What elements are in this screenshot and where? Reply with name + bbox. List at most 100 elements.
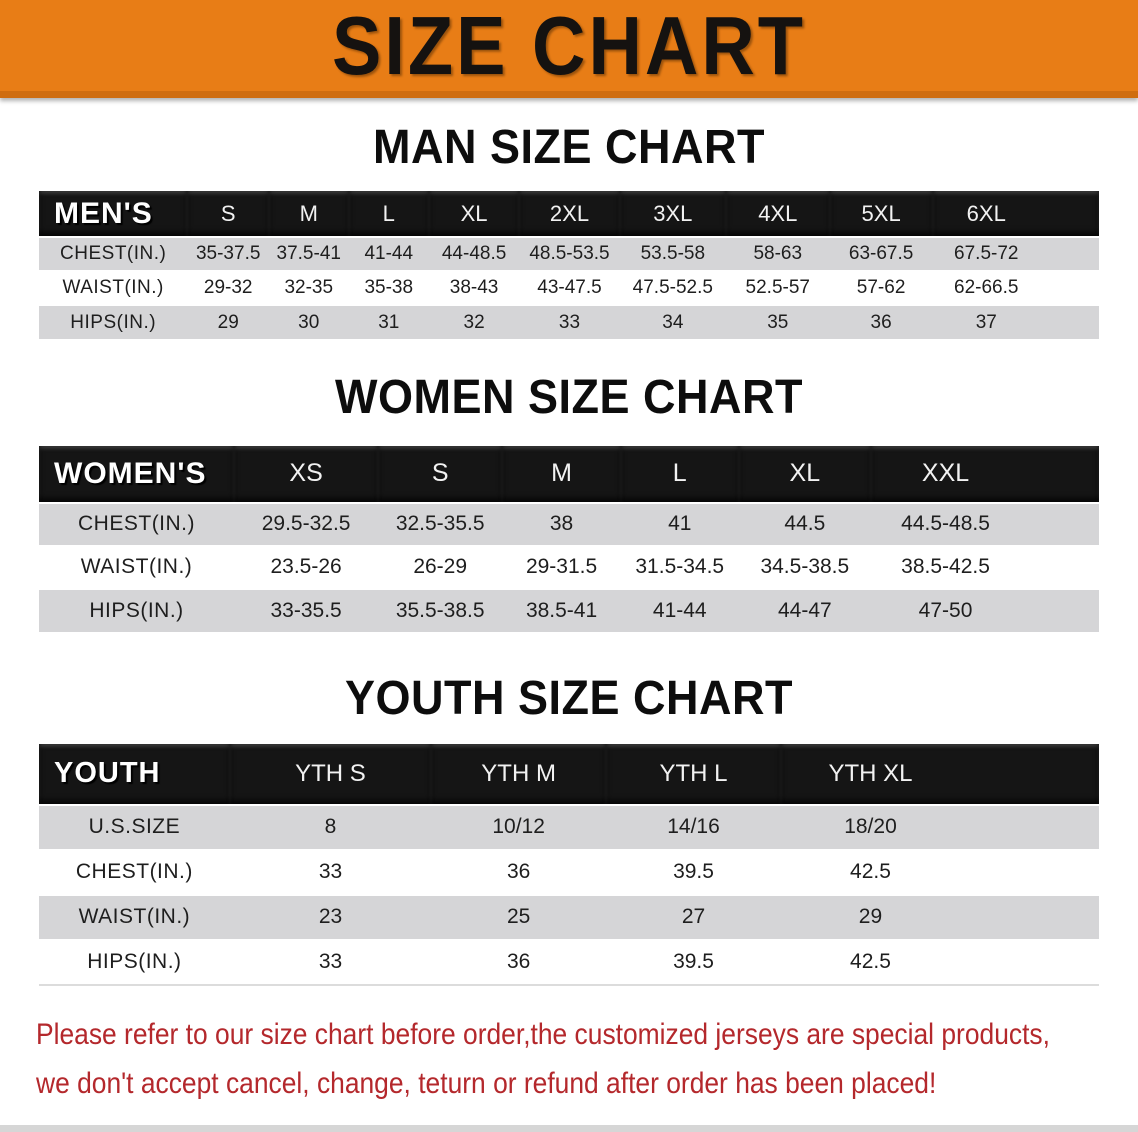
youth-waist-row: WAIST(IN.) 23 25 27 29 bbox=[39, 894, 1099, 940]
men-waist-value: 38-43 bbox=[429, 271, 520, 306]
banner-title: SIZE CHART bbox=[332, 0, 806, 92]
men-hips-value: 36 bbox=[829, 305, 933, 340]
men-size-header: 5XL bbox=[829, 191, 933, 238]
youth-hips-value: 36 bbox=[431, 939, 607, 985]
men-waist-value: 47.5-52.5 bbox=[619, 271, 726, 306]
women-waist-value: 31.5-34.5 bbox=[620, 545, 739, 589]
men-waist-value: 29-32 bbox=[187, 271, 269, 306]
men-hips-value: 35 bbox=[725, 305, 830, 340]
men-size-header: 4XL bbox=[725, 191, 830, 238]
women-size-header: XL bbox=[738, 445, 872, 503]
men-size-header: L bbox=[348, 191, 430, 238]
youth-waist-value: 29 bbox=[780, 894, 1099, 940]
youth-size-table: YOUTH YTH S YTH M YTH L YTH XL U.S.SIZE … bbox=[39, 743, 1099, 986]
row-label: HIPS(IN.) bbox=[39, 939, 230, 985]
men-chest-value: 58-63 bbox=[725, 237, 830, 272]
women-waist-value: 34.5-38.5 bbox=[738, 545, 872, 589]
women-chest-value: 44.5 bbox=[738, 502, 872, 546]
youth-chest-row: CHEST(IN.) 33 36 39.5 42.5 bbox=[39, 849, 1099, 895]
youth-section-heading: YOUTH SIZE CHART bbox=[0, 669, 1138, 725]
men-waist-value: 62-66.5 bbox=[932, 271, 1099, 306]
size-chart-banner: SIZE CHART bbox=[0, 0, 1138, 98]
youth-chest-value: 36 bbox=[431, 849, 607, 895]
women-waist-value: 38.5-42.5 bbox=[871, 545, 1099, 589]
men-waist-value: 52.5-57 bbox=[725, 271, 830, 306]
women-section-heading: WOMEN SIZE CHART bbox=[0, 371, 1138, 422]
men-chest-value: 37.5-41 bbox=[269, 237, 349, 272]
women-chest-value: 44.5-48.5 bbox=[871, 502, 1099, 546]
men-header-row: MEN'S S M L XL 2XL 3XL 4XL 5XL 6XL bbox=[39, 191, 1099, 238]
women-hips-value: 33-35.5 bbox=[234, 588, 379, 632]
women-chest-value: 41 bbox=[620, 502, 739, 546]
youth-table-label: YOUTH bbox=[39, 743, 230, 805]
men-waist-value: 43-47.5 bbox=[519, 271, 620, 306]
youth-chest-value: 42.5 bbox=[780, 849, 1099, 895]
row-label: HIPS(IN.) bbox=[39, 305, 188, 340]
men-hips-value: 31 bbox=[348, 305, 430, 340]
youth-ussize-value: 14/16 bbox=[606, 804, 781, 850]
women-size-header: XS bbox=[234, 445, 379, 503]
men-waist-row: WAIST(IN.) 29-32 32-35 35-38 38-43 43-47… bbox=[39, 271, 1099, 306]
women-hips-value: 41-44 bbox=[620, 588, 739, 632]
women-chest-value: 32.5-35.5 bbox=[378, 502, 503, 546]
women-size-header: XXL bbox=[871, 445, 1099, 503]
women-hips-value: 47-50 bbox=[871, 588, 1099, 632]
row-label: WAIST(IN.) bbox=[39, 271, 188, 306]
women-hips-row: HIPS(IN.) 33-35.5 35.5-38.5 38.5-41 41-4… bbox=[39, 588, 1099, 632]
disclaimer-line-1: Please refer to our size chart before or… bbox=[36, 1017, 1050, 1051]
women-size-header: M bbox=[502, 445, 621, 503]
men-hips-value: 32 bbox=[429, 305, 520, 340]
youth-ussize-row: U.S.SIZE 8 10/12 14/16 18/20 bbox=[39, 804, 1099, 850]
women-size-table: WOMEN'S XS S M L XL XXL CHEST(IN.) 29.5-… bbox=[39, 445, 1099, 632]
women-hips-value: 44-47 bbox=[738, 588, 872, 632]
row-label: WAIST(IN.) bbox=[39, 894, 230, 940]
men-size-header: 3XL bbox=[619, 191, 726, 238]
youth-size-header: YTH S bbox=[229, 743, 432, 805]
men-chest-value: 53.5-58 bbox=[619, 237, 726, 272]
women-chest-value: 38 bbox=[502, 502, 621, 546]
men-hips-value: 34 bbox=[619, 305, 726, 340]
youth-hips-value: 42.5 bbox=[780, 939, 1099, 985]
men-chest-value: 67.5-72 bbox=[932, 237, 1099, 272]
men-chest-value: 41-44 bbox=[348, 237, 430, 272]
youth-size-header: YTH M bbox=[431, 743, 607, 805]
youth-waist-value: 25 bbox=[431, 894, 607, 940]
row-label: CHEST(IN.) bbox=[39, 237, 188, 272]
youth-waist-value: 27 bbox=[606, 894, 781, 940]
women-waist-value: 23.5-26 bbox=[234, 545, 379, 589]
row-label: WAIST(IN.) bbox=[39, 545, 235, 589]
men-waist-value: 35-38 bbox=[348, 271, 430, 306]
men-size-header: XL bbox=[429, 191, 520, 238]
men-size-header: 6XL bbox=[932, 191, 1099, 238]
women-chest-row: CHEST(IN.) 29.5-32.5 32.5-35.5 38 41 44.… bbox=[39, 502, 1099, 546]
men-chest-value: 63-67.5 bbox=[829, 237, 933, 272]
men-chest-value: 35-37.5 bbox=[187, 237, 269, 272]
youth-hips-value: 33 bbox=[229, 939, 432, 985]
men-size-table: MEN'S S M L XL 2XL 3XL 4XL 5XL 6XL CHEST… bbox=[39, 191, 1099, 340]
men-hips-value: 29 bbox=[187, 305, 269, 340]
women-waist-value: 29-31.5 bbox=[502, 545, 621, 589]
men-hips-row: HIPS(IN.) 29 30 31 32 33 34 35 36 37 bbox=[39, 305, 1099, 340]
row-label: CHEST(IN.) bbox=[39, 502, 235, 546]
youth-waist-value: 23 bbox=[229, 894, 432, 940]
youth-header-row: YOUTH YTH S YTH M YTH L YTH XL bbox=[39, 743, 1099, 805]
women-size-header: L bbox=[620, 445, 739, 503]
youth-size-header: YTH L bbox=[606, 743, 781, 805]
bottom-gray-strip bbox=[0, 1125, 1138, 1132]
youth-size-header: YTH XL bbox=[780, 743, 1099, 805]
women-hips-value: 35.5-38.5 bbox=[378, 588, 503, 632]
women-waist-value: 26-29 bbox=[378, 545, 503, 589]
men-heading-text: MAN SIZE CHART bbox=[373, 118, 765, 175]
women-header-row: WOMEN'S XS S M L XL XXL bbox=[39, 445, 1099, 503]
women-size-header: S bbox=[378, 445, 503, 503]
women-table-label: WOMEN'S bbox=[39, 445, 235, 503]
youth-chest-value: 33 bbox=[229, 849, 432, 895]
youth-heading-text: YOUTH SIZE CHART bbox=[344, 669, 793, 725]
women-chest-value: 29.5-32.5 bbox=[234, 502, 379, 546]
men-table-label: MEN'S bbox=[39, 191, 188, 238]
men-size-header: 2XL bbox=[519, 191, 620, 238]
men-hips-value: 37 bbox=[932, 305, 1099, 340]
men-waist-value: 32-35 bbox=[269, 271, 349, 306]
youth-ussize-value: 8 bbox=[229, 804, 432, 850]
youth-hips-row: HIPS(IN.) 33 36 39.5 42.5 bbox=[39, 939, 1099, 985]
